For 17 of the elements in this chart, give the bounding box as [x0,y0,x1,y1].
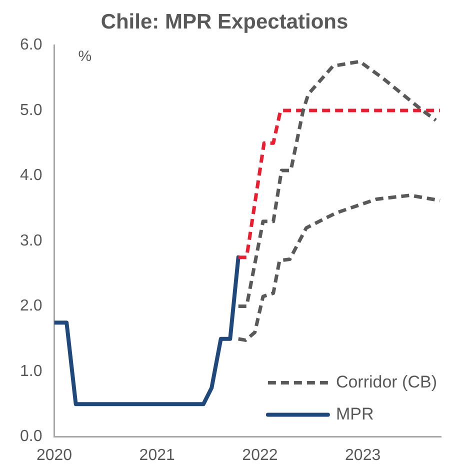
line-series [236,194,441,342]
y-tick-label: 5.0 [20,102,42,119]
line-series [236,60,438,308]
x-tick-label: 2023 [345,446,381,464]
y-tick-label: 3.0 [20,232,42,250]
y-tick-label: 6.0 [20,36,42,54]
x-tick-label: 2022 [242,446,278,464]
y-axis-title: % [78,48,92,65]
y-tick-label: 4.0 [20,167,42,184]
y-tick-label: 0.0 [20,428,42,446]
y-tick-label: 2.0 [20,298,42,315]
x-tick-label: 2020 [36,446,72,464]
legend-label: MPR [336,404,374,424]
chart-title: Chile: MPR Expectations [100,10,348,34]
y-tick-label: 1.0 [20,362,42,380]
x-tick-label: 2021 [139,446,175,464]
legend-label: Corridor (CB) [336,372,437,392]
